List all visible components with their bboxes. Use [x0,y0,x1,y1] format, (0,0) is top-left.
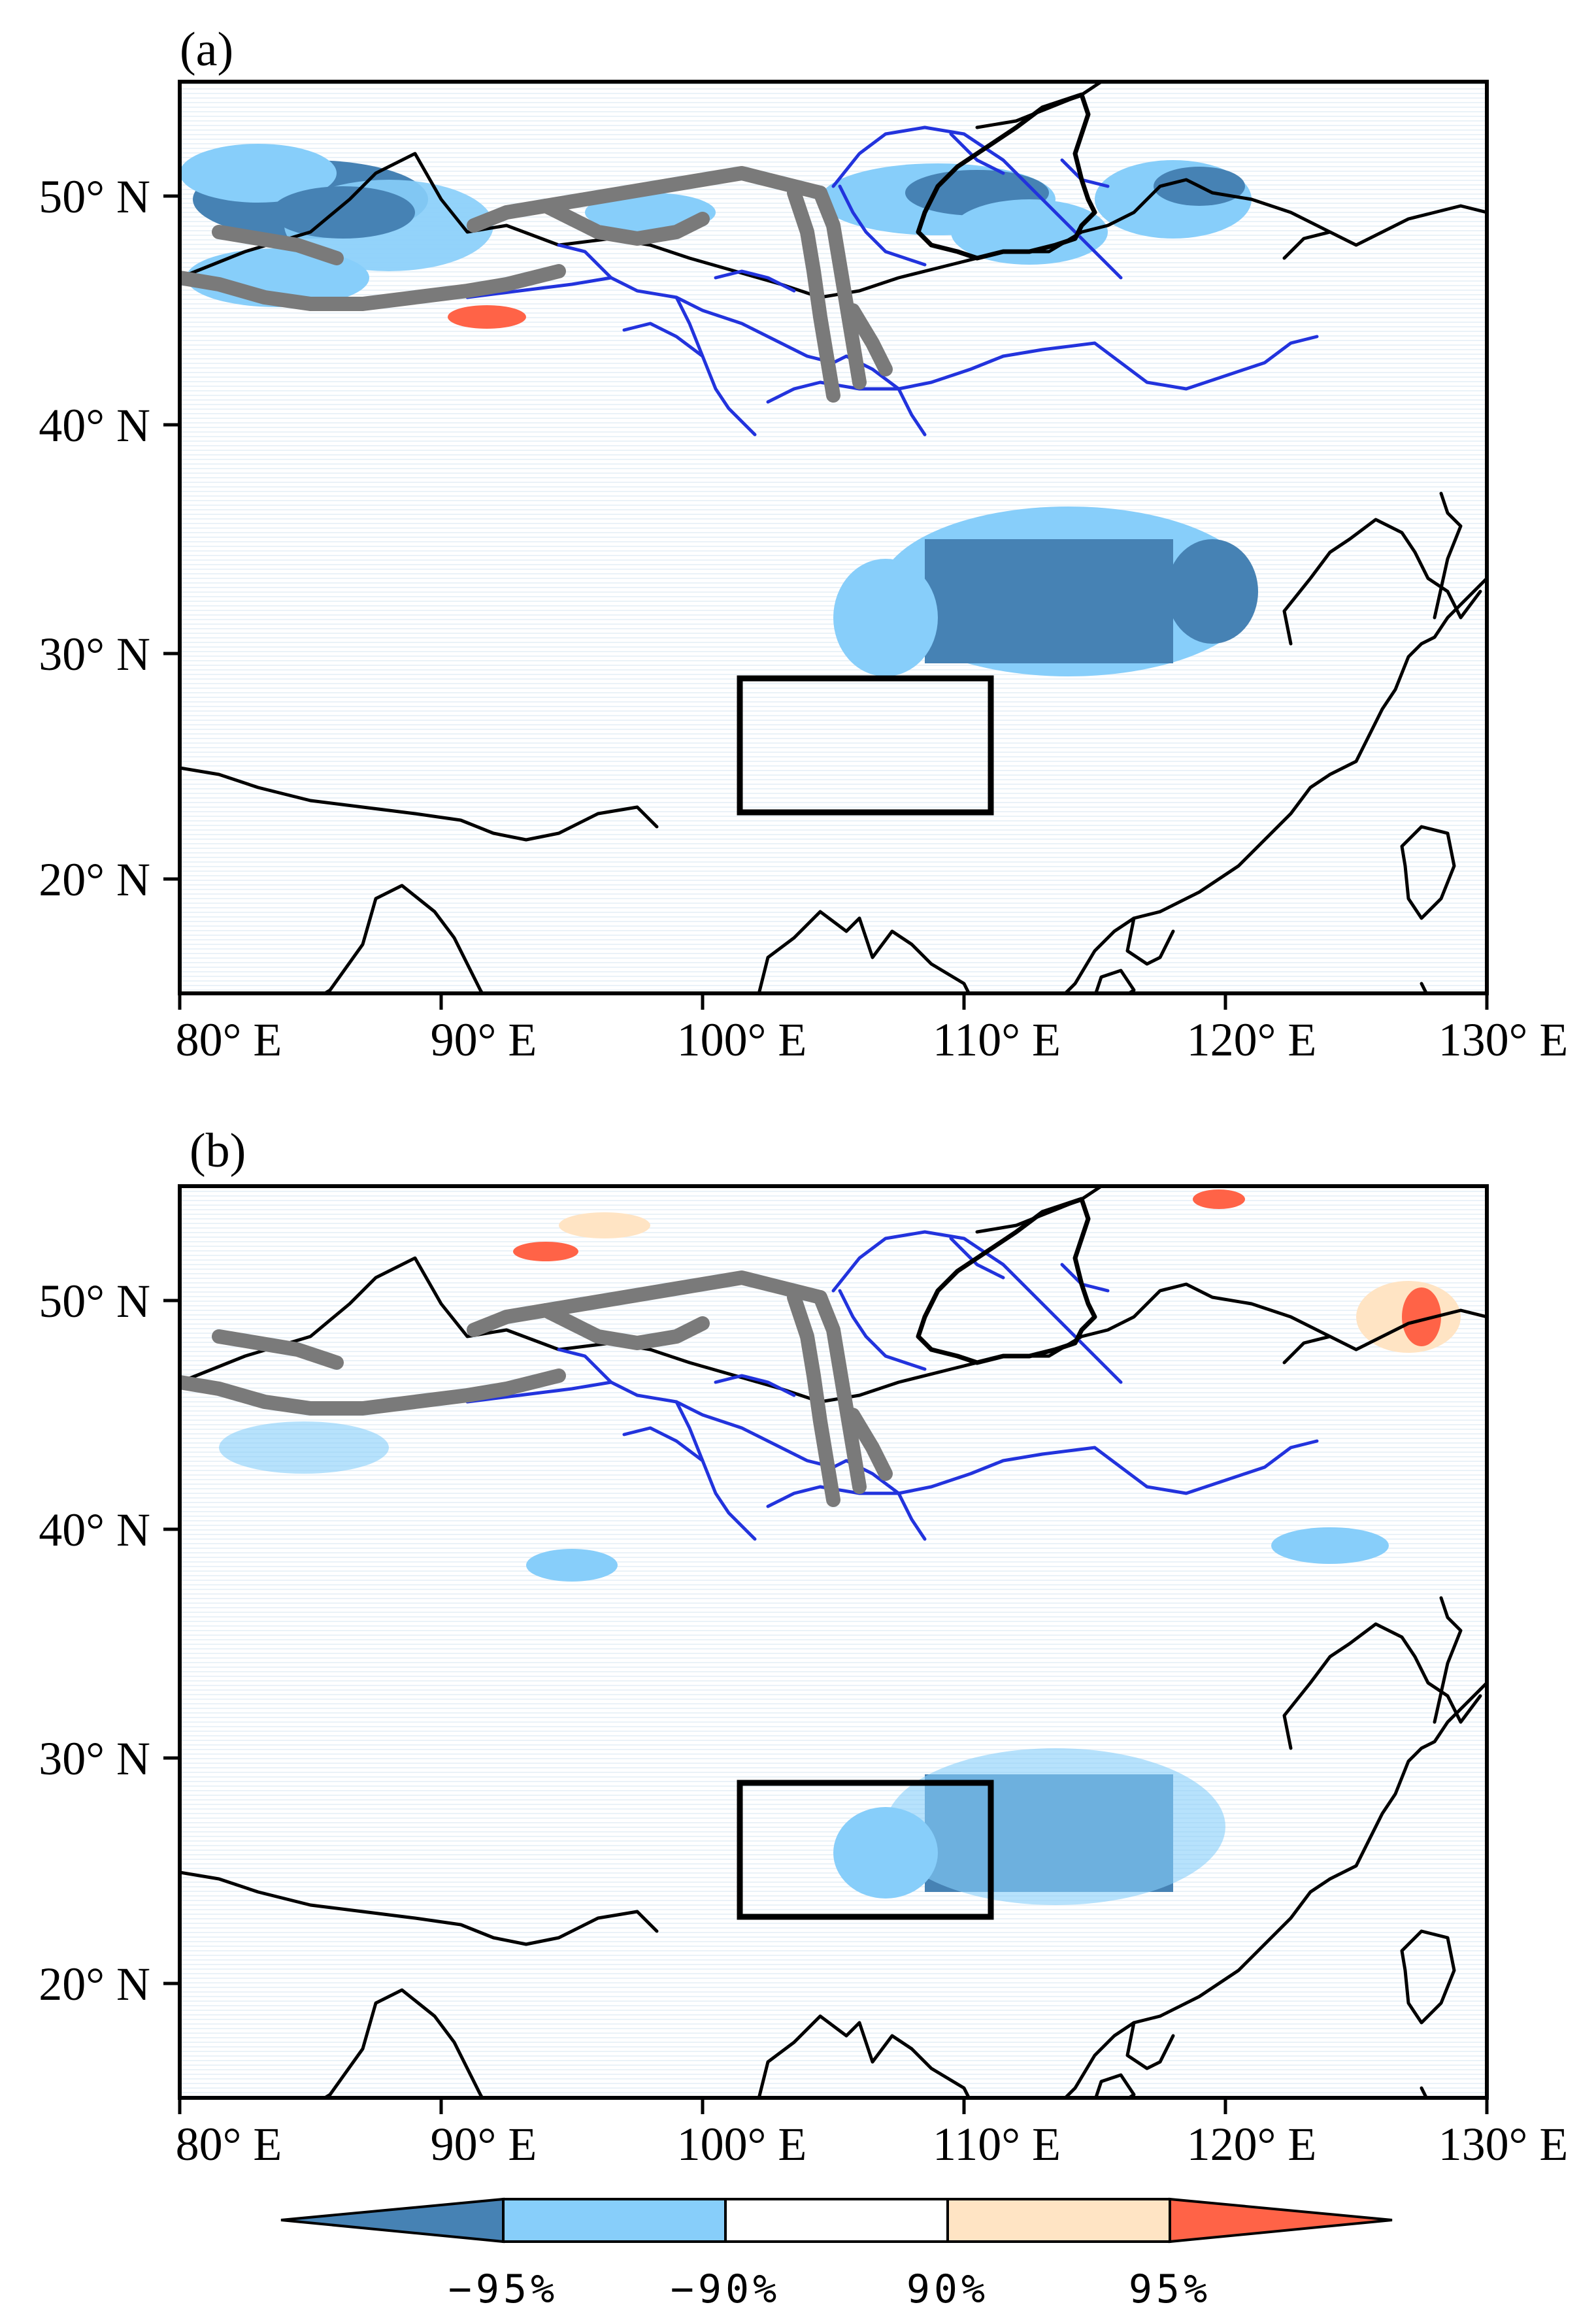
panel-b-map [180,1186,1487,2098]
colorbar-label: 90% [906,2266,989,2312]
colorbar-label: −90% [671,2266,781,2312]
colorbar-segment [280,2197,505,2244]
panel-a-x-tick: 80° E [176,1014,282,1066]
panel-a-x-axis: 80° E 90° E 100° E 110° E 120° E 130° E [176,993,1569,1066]
panel-b-label: (b) [190,1124,246,1178]
panel-b-y-tick: 40° N [39,1504,150,1556]
colorbar-label: −95% [448,2266,559,2312]
panel-a-x-tick: 110° E [933,1014,1061,1066]
panel-a-y-tick: 50° N [39,171,150,223]
panel-a-y-tick: 40° N [39,399,150,452]
panel-a-region-box [737,675,994,816]
panel-a-y-tick: 30° N [39,628,150,680]
panel-a-y-axis: 20° N 30° N 40° N 50° N [39,171,180,906]
panel-b-x-tick: 130° E [1438,2118,1569,2170]
panel-b-x-tick: 80° E [176,2118,282,2170]
panel-b-y-axis: 20° N 30° N 40° N 50° N [39,1275,180,2010]
panel-b-x-tick: 100° E [677,2118,807,2170]
panel-a-frame [178,80,1489,995]
colorbar-segment [502,2198,727,2243]
colorbar: −95% −90% 90% 95% [280,2197,1393,2312]
panel-b-region-box [737,1780,994,1920]
panel-b-x-tick: 110° E [933,2118,1061,2170]
panel-a-x-tick: 90° E [431,1014,537,1066]
panel-a-y-tick: 20° N [39,854,150,906]
panel-b-frame [178,1184,1489,2100]
colorbar-segment [724,2198,949,2243]
panel-b-y-tick: 20° N [39,1958,150,2010]
colorbar-segment [1169,2197,1393,2244]
panel-a: (a) 80° E 90° E 100° E 110° E 120° E 130… [39,23,1569,1066]
panel-b: (b) 80° E 90° E 100° E 110° E 120° E 130… [39,1124,1569,2170]
panel-b-y-tick: 30° N [39,1733,150,1785]
panel-a-label: (a) [180,23,233,76]
panel-b-x-axis: 80° E 90° E 100° E 110° E 120° E 130° E [176,2098,1569,2170]
panel-a-x-tick: 120° E [1187,1014,1317,1066]
panel-a-x-tick: 100° E [677,1014,807,1066]
colorbar-label: 95% [1129,2266,1211,2312]
panel-a-map [180,82,1487,993]
panel-b-y-tick: 50° N [39,1275,150,1327]
panel-b-x-tick: 120° E [1187,2118,1317,2170]
colorbar-segment [946,2198,1171,2243]
panel-a-x-tick: 130° E [1438,1014,1569,1066]
panel-b-x-tick: 90° E [431,2118,537,2170]
